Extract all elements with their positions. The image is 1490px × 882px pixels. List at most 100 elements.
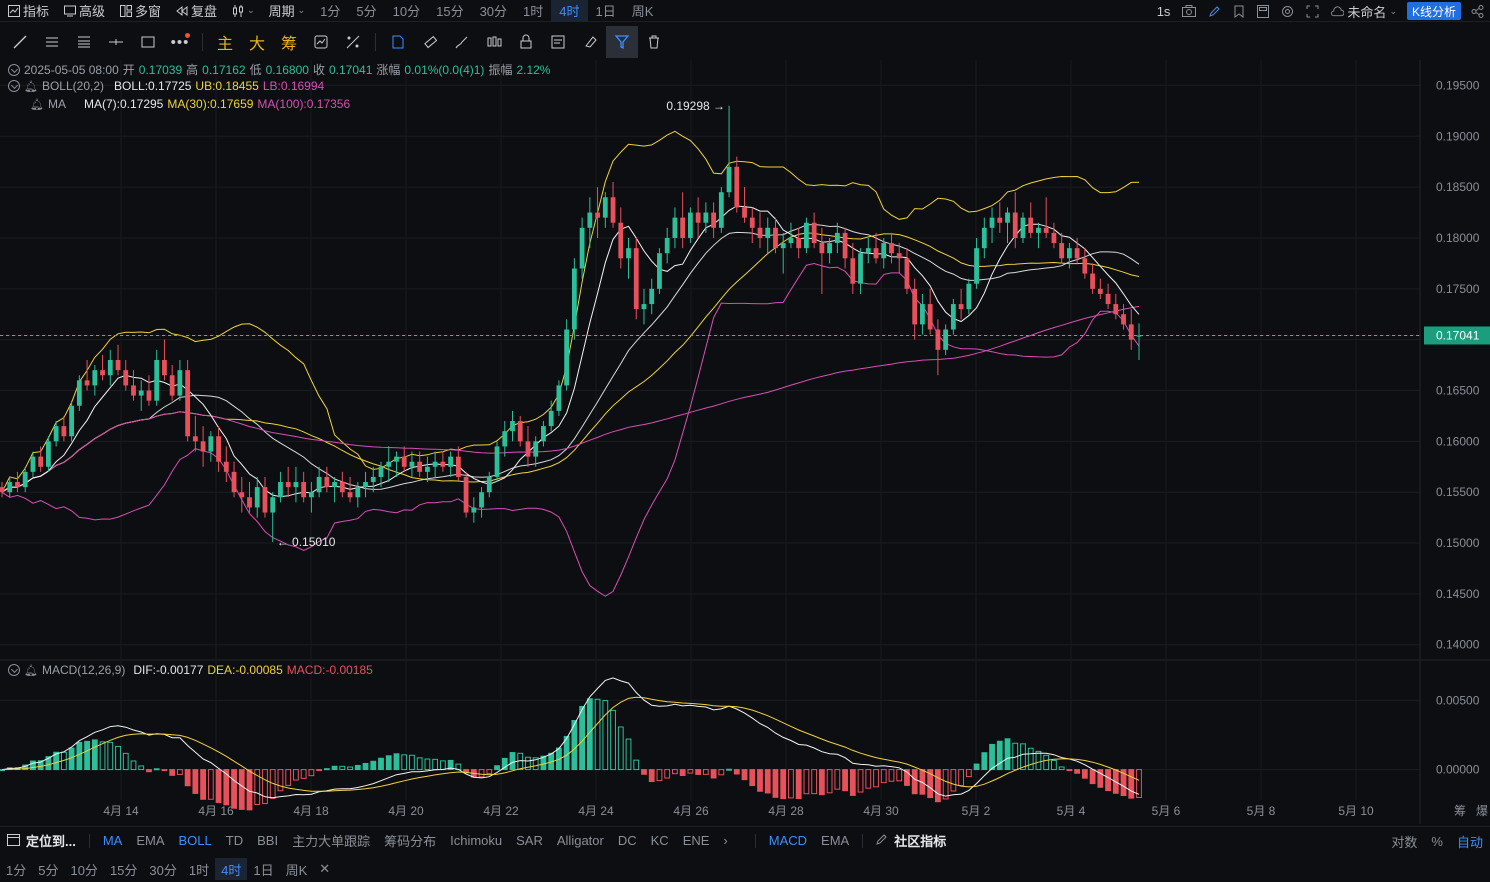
- period-bar-30m[interactable]: 30分: [149, 862, 177, 878]
- period-30m[interactable]: 30分: [479, 4, 508, 19]
- candle-body: [626, 248, 631, 259]
- indicator-main-force[interactable]: 主力大单跟踪: [292, 834, 371, 849]
- period-menu[interactable]: 周期 ⌄: [262, 0, 313, 22]
- channel-tool-icon[interactable]: [36, 26, 68, 58]
- indicator-dc[interactable]: DC: [617, 833, 637, 848]
- collapse-icon[interactable]: [8, 80, 20, 92]
- replay-menu[interactable]: 复盘: [168, 0, 224, 22]
- period-bar-1m[interactable]: 1分: [6, 862, 27, 878]
- indicator-ene[interactable]: ENE: [682, 833, 710, 848]
- chart-type-menu[interactable]: ⌄: [224, 0, 262, 22]
- indicator-sar[interactable]: SAR: [516, 833, 543, 848]
- period-1m[interactable]: 1分: [320, 4, 341, 19]
- period-1h[interactable]: 1时: [523, 4, 544, 19]
- candle-body: [84, 380, 90, 386]
- indicator-ma[interactable]: MA: [102, 833, 123, 848]
- indicator-alligator[interactable]: Alligator: [556, 833, 604, 848]
- indicator-bbi[interactable]: BBI: [257, 833, 279, 848]
- percent-scale-toggle[interactable]: %: [1431, 833, 1443, 849]
- candle-body: [765, 227, 771, 238]
- period-1w[interactable]: 周K: [631, 4, 654, 19]
- pencil-icon[interactable]: [1202, 0, 1227, 22]
- multiwindow-menu[interactable]: 多窗: [112, 0, 168, 22]
- trash-tool-icon[interactable]: [638, 26, 670, 58]
- main-force-button[interactable]: 主: [216, 36, 233, 53]
- period-bar-1d[interactable]: 1日: [253, 862, 274, 878]
- indicator-menu[interactable]: 指标: [0, 0, 56, 22]
- bell-icon[interactable]: 🔔︎: [30, 98, 44, 111]
- period-bar-15m[interactable]: 15分: [109, 862, 138, 878]
- alert-tool-icon[interactable]: [305, 26, 337, 58]
- period-10m[interactable]: 10分: [392, 4, 421, 19]
- auto-scale-toggle[interactable]: 自动: [1456, 834, 1483, 850]
- grid-icon: [119, 4, 132, 17]
- sub-indicator-ema[interactable]: EMA: [821, 833, 850, 848]
- indicator-ichimoku[interactable]: Ichimoku: [450, 833, 503, 848]
- macd-bar: [950, 769, 957, 792]
- candles-tool-icon[interactable]: [478, 26, 510, 58]
- rectangle-tool-icon[interactable]: [132, 26, 164, 58]
- period-bar-4h[interactable]: 4时: [215, 858, 248, 880]
- macd-bar: [184, 769, 191, 787]
- ruler-tool-icon[interactable]: [414, 26, 446, 58]
- collapse-icon[interactable]: [8, 664, 20, 676]
- collapse-icon[interactable]: [8, 63, 20, 76]
- ma7-value: MA(7):0.17295: [83, 97, 164, 111]
- indicator-td[interactable]: TD: [225, 833, 244, 848]
- period-5m[interactable]: 5分: [356, 4, 377, 19]
- kline-analysis-button[interactable]: K线分析: [1406, 2, 1461, 20]
- horizontal-line-icon[interactable]: [100, 26, 132, 58]
- macd-bar: [91, 739, 98, 771]
- community-indicator-button[interactable]: 社区指标: [869, 831, 953, 850]
- cloud-layout-menu[interactable]: 未命名 ⌄: [1325, 0, 1403, 22]
- chevron-right-icon[interactable]: ›: [723, 833, 728, 848]
- period-bar-1w[interactable]: 周K: [285, 862, 308, 878]
- period-4h[interactable]: 4时: [551, 0, 588, 22]
- macd-bar: [857, 769, 864, 793]
- macd-bar: [1136, 769, 1142, 798]
- macd-bar: [749, 769, 756, 787]
- brush-tool-icon[interactable]: [446, 26, 478, 58]
- indicator-label: 指标: [23, 4, 50, 19]
- period-bar-5m[interactable]: 5分: [38, 862, 59, 878]
- more-tools-icon[interactable]: •••: [170, 33, 190, 51]
- sub-indicator-macd[interactable]: MACD: [768, 833, 808, 848]
- filter-tool-icon[interactable]: [606, 26, 638, 58]
- advanced-menu[interactable]: 高级: [56, 0, 112, 22]
- locate-button[interactable]: 定位到...: [0, 831, 83, 850]
- indicator-ema[interactable]: EMA: [136, 833, 165, 848]
- period-1d[interactable]: 1日: [595, 4, 616, 19]
- big-order-button[interactable]: 大: [248, 36, 265, 53]
- magnet-tool-icon[interactable]: [382, 26, 414, 58]
- bookmark-icon[interactable]: [1227, 0, 1251, 22]
- period-bar-1h[interactable]: 1时: [188, 862, 210, 878]
- period-bar-10m[interactable]: 10分: [70, 862, 98, 878]
- price-tick-label: 0.14500: [1436, 587, 1480, 601]
- fib-tool-icon[interactable]: [68, 26, 100, 58]
- eraser-tool-icon[interactable]: [574, 26, 606, 58]
- candle-body: [131, 385, 136, 396]
- bell-icon[interactable]: 🔔︎: [24, 80, 38, 93]
- period-15m[interactable]: 15分: [436, 4, 464, 19]
- close-icon[interactable]: ✕: [319, 861, 331, 876]
- note-tool-icon[interactable]: [542, 26, 574, 58]
- share-icon[interactable]: [1465, 0, 1490, 22]
- macd-bar: [478, 769, 485, 778]
- refresh-interval[interactable]: 1s: [1156, 3, 1171, 19]
- chart-area[interactable]: 0.19500 0.19000 0.18500 0.18000 0.17500 0.170…: [0, 60, 1490, 824]
- indicator-kc[interactable]: KC: [650, 833, 669, 848]
- fullscreen-icon[interactable]: [1300, 0, 1325, 22]
- indicator-boll[interactable]: BOLL: [178, 833, 212, 848]
- settings-icon[interactable]: [1275, 0, 1300, 22]
- candle-body: [355, 487, 361, 498]
- bell-icon[interactable]: 🔔︎: [24, 664, 38, 677]
- camera-icon[interactable]: [1176, 0, 1202, 22]
- log-scale-toggle[interactable]: 对数: [1391, 834, 1418, 850]
- measure-tool-icon[interactable]: [337, 26, 369, 58]
- trendline-tool-icon[interactable]: [4, 26, 36, 58]
- chip-button[interactable]: 筹: [280, 36, 297, 53]
- candlestick-chart[interactable]: 0.19500 0.19000 0.18500 0.18000 0.17500 0.170…: [0, 60, 1490, 824]
- calculator-icon[interactable]: [1251, 0, 1275, 22]
- indicator-chip-distribution[interactable]: 筹码分布: [384, 834, 437, 849]
- lock-tool-icon[interactable]: [510, 26, 542, 58]
